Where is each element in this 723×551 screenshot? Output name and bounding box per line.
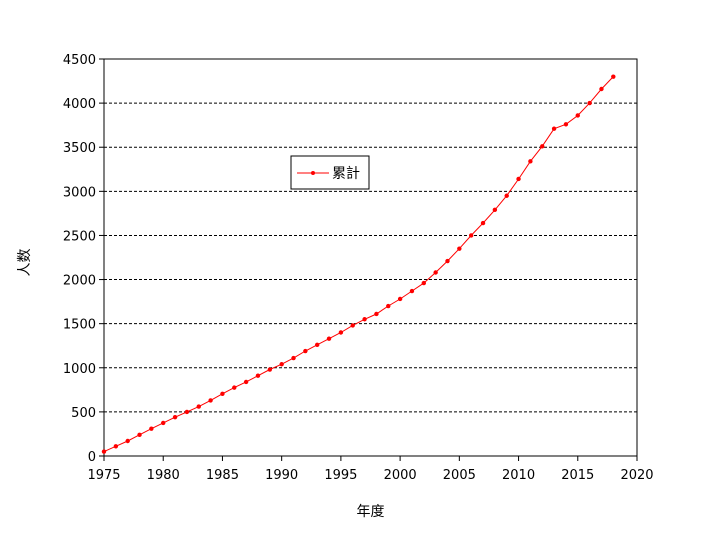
data-point-1986	[232, 385, 237, 390]
x-tick-label-1990: 1990	[265, 468, 298, 483]
y-tick-label-500: 500	[71, 406, 96, 421]
data-point-2012	[540, 144, 545, 149]
data-point-1982	[184, 409, 190, 415]
legend-point-marker	[311, 171, 315, 175]
data-point-1983	[196, 404, 201, 409]
data-point-1979	[149, 426, 154, 431]
data-point-2016	[587, 100, 592, 106]
y-tick-label-0: 0	[88, 450, 96, 465]
x-tick-label-2010: 2010	[502, 468, 535, 483]
data-point-2007	[480, 220, 486, 226]
data-point-2017	[599, 86, 604, 92]
plot-frame	[103, 58, 638, 457]
data-point-2010	[516, 176, 521, 182]
data-point-1988	[255, 373, 261, 378]
y-axis-title: 人数	[17, 249, 33, 277]
y-tick-label-1500: 1500	[63, 318, 96, 333]
x-axis-ticks: 1975 1980 1985 1990 1995 2000 2005 2010 2015 2020	[87, 456, 654, 483]
data-point-2001	[409, 288, 415, 294]
data-point-1994	[326, 336, 332, 341]
data-point-1999	[386, 303, 391, 309]
data-point-2011	[528, 159, 533, 164]
data-point-1997	[362, 317, 367, 322]
data-point-1985	[220, 391, 225, 397]
data-point-1975	[101, 449, 107, 454]
data-point-1993	[315, 342, 320, 348]
series-group	[101, 74, 616, 454]
gridlines	[104, 102, 637, 413]
data-point-1980	[161, 420, 166, 426]
x-tick-label-1995: 1995	[324, 468, 357, 483]
y-tick-label-2000: 2000	[63, 274, 96, 289]
y-tick-label-3000: 3000	[63, 185, 96, 200]
data-point-2013	[551, 126, 557, 131]
data-point-1989	[267, 367, 273, 372]
x-tick-label-2000: 2000	[384, 468, 417, 483]
data-point-2014	[563, 122, 569, 127]
data-point-1987	[243, 379, 249, 385]
legend: 累計	[290, 155, 370, 190]
x-tick-label-1985: 1985	[206, 468, 239, 483]
x-axis-title: 年度	[357, 504, 385, 520]
data-point-2015	[575, 113, 580, 118]
y-tick-label-4500: 4500	[63, 53, 96, 68]
y-axis-ticks: 0 500 1000 1500 2000 2500 3000 3500 4000 4500	[63, 53, 104, 465]
data-point-1995	[338, 330, 344, 335]
data-point-2006	[468, 233, 474, 238]
data-point-2000	[397, 296, 403, 302]
data-point-1981	[172, 414, 178, 420]
y-tick-label-3500: 3500	[63, 141, 96, 156]
x-tick-label-1980: 1980	[147, 468, 180, 483]
data-point-1992	[303, 348, 308, 354]
y-tick-label-4000: 4000	[63, 97, 96, 112]
data-point-2004	[445, 258, 450, 264]
data-point-1991	[291, 355, 296, 361]
data-point-2003	[433, 270, 438, 275]
y-tick-label-1000: 1000	[63, 362, 96, 377]
data-point-1977	[125, 438, 130, 444]
data-point-1984	[208, 398, 213, 403]
x-tick-label-2015: 2015	[561, 468, 594, 483]
x-tick-label-2020: 2020	[620, 468, 653, 483]
data-point-2002	[421, 280, 426, 286]
data-point-2005	[457, 246, 462, 251]
y-tick-label-2500: 2500	[63, 229, 96, 244]
data-point-2018	[611, 74, 616, 79]
data-point-2009	[504, 193, 509, 198]
data-point-1976	[113, 444, 119, 449]
legend-label: 累計	[332, 166, 360, 182]
x-tick-label-2005: 2005	[443, 468, 476, 483]
data-point-1998	[374, 311, 379, 317]
data-point-1978	[137, 432, 142, 438]
data-point-1996	[350, 323, 355, 328]
x-tick-label-1975: 1975	[87, 468, 120, 483]
data-point-1990	[279, 362, 284, 367]
data-point-2008	[492, 207, 498, 213]
